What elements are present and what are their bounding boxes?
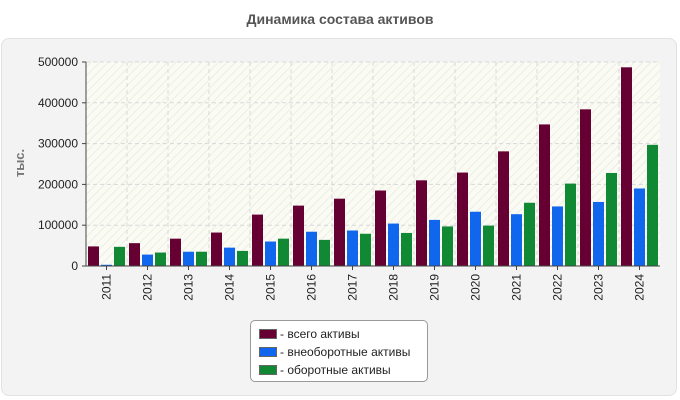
y-axis-label: тыс. xyxy=(12,149,27,177)
legend-label-obor: - оборотные активы xyxy=(280,363,391,377)
bar-2013-0 xyxy=(170,238,181,266)
bar-2022-1 xyxy=(552,206,563,266)
axes xyxy=(85,62,660,267)
bar-2019-0 xyxy=(416,180,427,266)
legend-item-obor: - оборотные активы xyxy=(259,361,427,379)
bar-2017-1 xyxy=(347,230,358,266)
bar-2019-2 xyxy=(442,226,453,266)
bar-2012-1 xyxy=(142,254,153,266)
x-tick-label-2013: 2013 xyxy=(182,274,196,301)
y-tick-labels: 0 100000 200000 300000 400000 500000 xyxy=(38,55,86,273)
legend-swatch-vsego xyxy=(259,329,277,339)
y-tick-label: 300000 xyxy=(38,137,78,151)
bar-2024-0 xyxy=(621,67,632,266)
legend-label-vsego: - всего активы xyxy=(280,327,360,341)
x-tick-label-2020: 2020 xyxy=(469,274,483,301)
bar-2016-1 xyxy=(306,231,317,266)
x-tick-label-2021: 2021 xyxy=(510,274,524,301)
x-tick-label-2017: 2017 xyxy=(346,274,360,301)
legend-swatch-vneob xyxy=(259,347,277,357)
x-tick-label-2011: 2011 xyxy=(100,274,114,300)
bar-2021-0 xyxy=(498,151,509,266)
x-tick-labels: 2011 2012 2013 2014 2015 2016 2017 2018 2019 2020… xyxy=(100,266,647,301)
x-tick-label-2023: 2023 xyxy=(592,274,606,301)
bar-2024-1 xyxy=(634,188,645,266)
bar-2017-2 xyxy=(360,233,371,266)
bar-2021-2 xyxy=(524,202,535,266)
bar-2021-1 xyxy=(511,214,522,266)
x-tick-label-2024: 2024 xyxy=(633,274,647,301)
legend: - всего активы - внеоборотные активы - о… xyxy=(250,320,428,382)
bar-2011-1 xyxy=(101,264,112,266)
bar-2023-1 xyxy=(593,201,604,266)
bar-2022-2 xyxy=(565,183,576,266)
y-tick-label: 200000 xyxy=(38,177,78,191)
bar-2012-2 xyxy=(155,252,166,266)
bar-2013-1 xyxy=(183,251,194,266)
bar-2020-2 xyxy=(483,225,494,266)
bar-2018-0 xyxy=(375,190,386,266)
bar-2013-2 xyxy=(196,251,207,266)
grid-lines xyxy=(86,61,660,266)
bar-2016-0 xyxy=(293,205,304,266)
bar-2020-0 xyxy=(457,172,468,266)
bar-2014-2 xyxy=(237,250,248,266)
legend-swatch-obor xyxy=(259,365,277,375)
chart-title: Динамика состава активов xyxy=(246,11,434,27)
bar-2023-0 xyxy=(580,109,591,266)
bar-2014-1 xyxy=(224,247,235,266)
bar-2017-0 xyxy=(334,198,345,266)
bar-2011-0 xyxy=(88,246,99,266)
bar-2023-2 xyxy=(606,172,617,266)
bar-2015-0 xyxy=(252,214,263,266)
x-tick-label-2016: 2016 xyxy=(305,274,319,301)
bar-2016-2 xyxy=(319,239,330,266)
bar-2020-1 xyxy=(470,211,481,266)
bar-2024-2 xyxy=(647,144,658,266)
y-tick-label: 400000 xyxy=(38,96,78,110)
bar-2022-0 xyxy=(539,124,550,266)
x-tick-label-2022: 2022 xyxy=(551,274,565,301)
bar-2014-0 xyxy=(211,232,222,266)
legend-label-vneob: - внеоборотные активы xyxy=(280,345,411,359)
x-tick-label-2018: 2018 xyxy=(387,274,401,301)
y-tick-label: 500000 xyxy=(38,55,78,69)
bar-2015-1 xyxy=(265,241,276,266)
legend-item-vneob: - внеоборотные активы xyxy=(259,343,427,361)
bars xyxy=(88,67,658,266)
y-tick-label: 0 xyxy=(71,259,78,273)
x-tick-label-2014: 2014 xyxy=(223,274,237,301)
bar-2012-0 xyxy=(129,243,140,266)
x-tick-label-2012: 2012 xyxy=(141,274,155,301)
x-tick-label-2015: 2015 xyxy=(264,274,278,301)
legend-item-vsego: - всего активы xyxy=(259,325,427,343)
bar-2015-2 xyxy=(278,238,289,266)
y-tick-label: 100000 xyxy=(38,218,78,232)
x-tick-label-2019: 2019 xyxy=(428,274,442,301)
bar-2018-1 xyxy=(388,223,399,266)
bar-2011-2 xyxy=(114,246,125,266)
bar-2018-2 xyxy=(401,232,412,266)
bar-2019-1 xyxy=(429,219,440,266)
